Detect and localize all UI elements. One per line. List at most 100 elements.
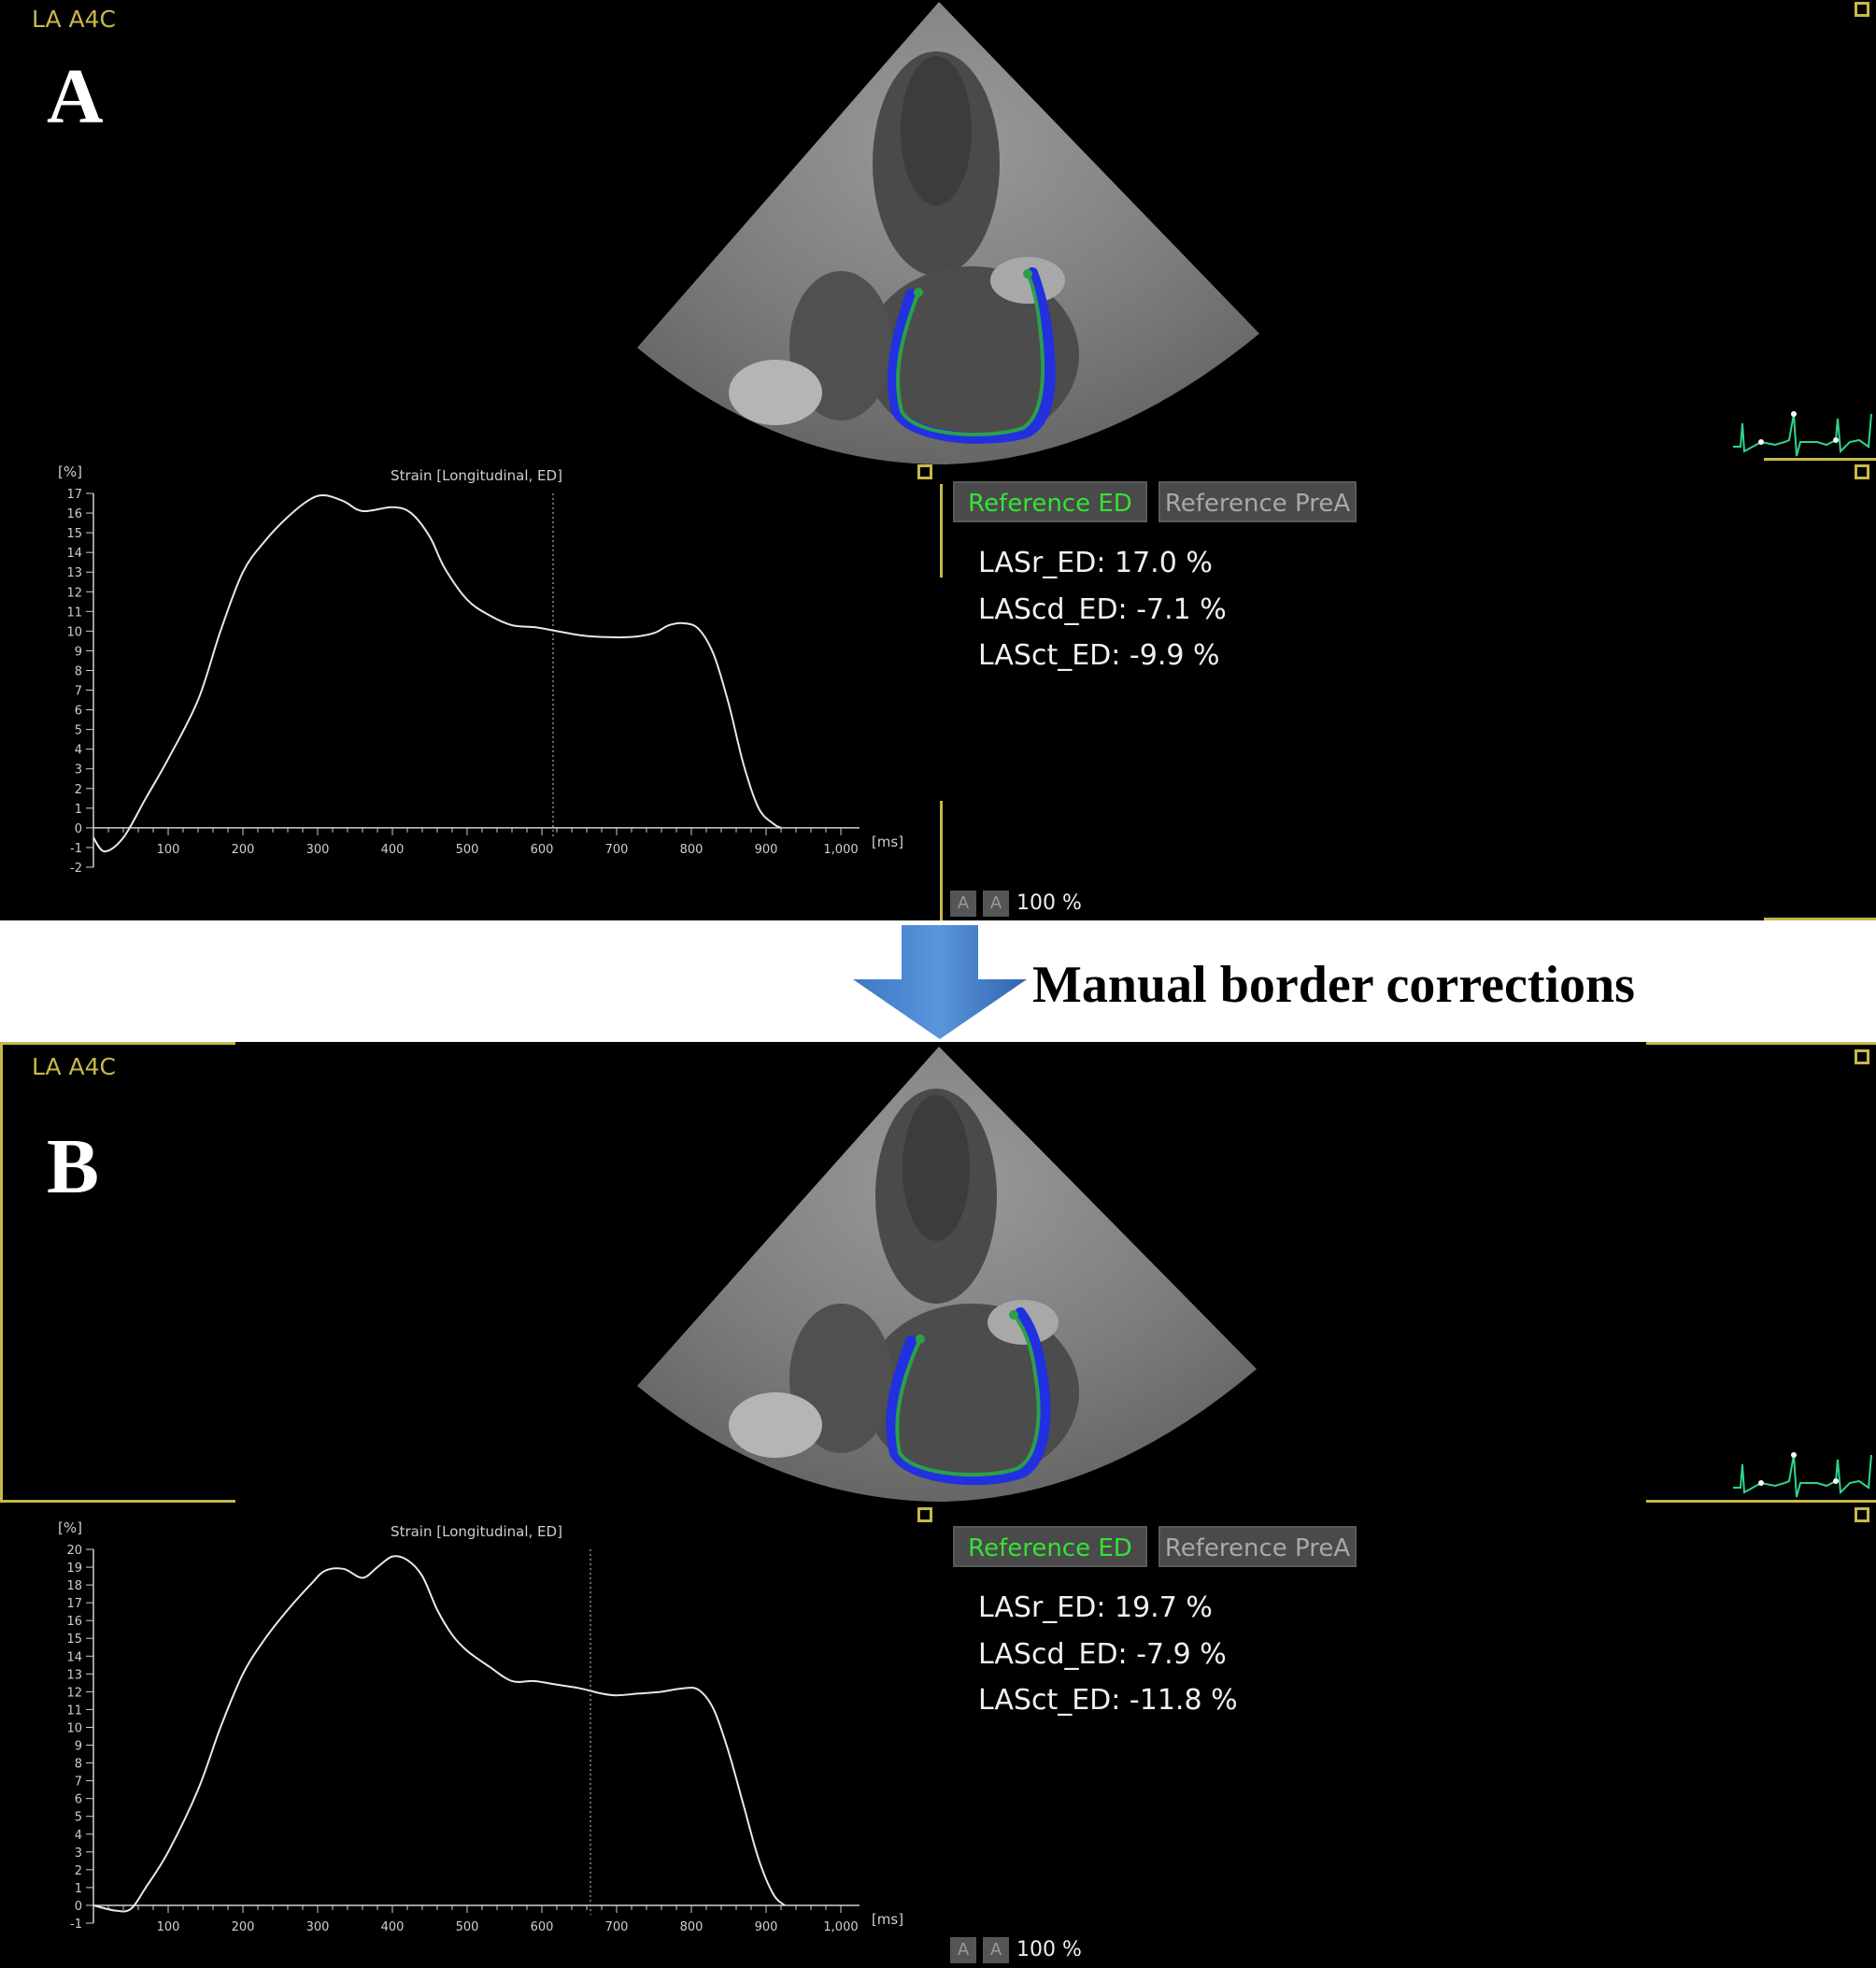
lasr-value: LASr_ED: 19.7 %: [978, 1591, 1213, 1624]
myocardium-tracking: [888, 267, 1056, 444]
corner-square[interactable]: [1855, 1049, 1869, 1064]
x-tick-label: 800: [680, 1920, 704, 1934]
reference-ed-button[interactable]: Reference ED: [953, 481, 1147, 522]
echo-image: [637, 1047, 1257, 1502]
frame-line: [940, 801, 943, 920]
chart-title: Strain [Longitudinal, ED]: [391, 467, 562, 484]
y-tick-label: 20: [66, 1544, 82, 1558]
zoom-out-button[interactable]: A: [950, 891, 976, 917]
view-label: LA A4C: [32, 6, 117, 33]
x-tick-label: 800: [680, 843, 704, 857]
reference-prea-button[interactable]: Reference PreA: [1158, 1526, 1357, 1567]
x-axis-label: [ms]: [872, 1911, 903, 1928]
ecg-trace: [1733, 411, 1872, 457]
corner-square[interactable]: [1855, 2, 1869, 17]
reference-ed-button[interactable]: Reference ED: [953, 1526, 1147, 1567]
y-tick-label: 7: [75, 685, 82, 699]
transition-label: Manual border corrections: [1032, 956, 1635, 1014]
y-tick-label: -1: [70, 1918, 82, 1932]
y-tick-label: 12: [66, 1686, 82, 1700]
x-tick-label: 500: [456, 1920, 479, 1934]
zoom-in-button[interactable]: A: [983, 891, 1009, 917]
y-tick-label: 3: [75, 763, 82, 777]
y-tick-label: 8: [75, 1758, 82, 1772]
corner-square[interactable]: [917, 464, 932, 479]
y-tick-label: 5: [75, 724, 82, 738]
x-tick-label: 900: [755, 843, 778, 857]
x-tick-label: 700: [605, 1920, 629, 1934]
frame-line: [1764, 918, 1876, 920]
y-tick-label: 1: [75, 803, 82, 817]
ecg-trace: [1733, 1452, 1872, 1498]
lasct-value: LASct_ED: -9.9 %: [978, 639, 1220, 672]
y-tick-label: 7: [75, 1775, 82, 1790]
y-tick-label: 6: [75, 705, 82, 719]
myocardium-tracking: [886, 1307, 1051, 1486]
zoom-level: 100 %: [1016, 891, 1082, 915]
lasct-value: LASct_ED: -11.8 %: [978, 1684, 1238, 1717]
x-tick-label: 200: [232, 1920, 255, 1934]
y-tick-label: -1: [70, 842, 82, 856]
frame-line: [0, 1500, 235, 1503]
corner-square[interactable]: [917, 1507, 932, 1522]
left-atrium: [864, 266, 1079, 444]
y-tick-label: 1: [75, 1882, 82, 1896]
y-tick-label: 13: [66, 1668, 82, 1682]
y-tick-label: 18: [66, 1579, 82, 1593]
zoom-out-button[interactable]: A: [950, 1937, 976, 1963]
y-tick-label: 4: [75, 1829, 82, 1843]
frame-line: [1646, 1042, 1876, 1045]
y-tick-label: 12: [66, 586, 82, 600]
frame-line: [940, 484, 943, 578]
strain-chart: Strain [Longitudinal, ED][%][ms]17161514…: [58, 463, 903, 876]
y-tick-label: 9: [75, 645, 82, 659]
y-tick-label: 17: [66, 488, 82, 502]
panel-letter: A: [47, 53, 104, 140]
x-tick-label: 600: [531, 843, 554, 857]
x-tick-label: 500: [456, 843, 479, 857]
zoom-in-button[interactable]: A: [983, 1937, 1009, 1963]
strain-chart: Strain [Longitudinal, ED][%][ms]20191817…: [58, 1519, 903, 1934]
lascd-value: LAScd_ED: -7.1 %: [978, 593, 1227, 626]
y-tick-label: 3: [75, 1847, 82, 1861]
y-tick-label: 13: [66, 566, 82, 580]
y-tick-label: 5: [75, 1811, 82, 1825]
reference-prea-button[interactable]: Reference PreA: [1158, 481, 1357, 522]
down-arrow-icon: [853, 925, 1027, 1039]
corner-square[interactable]: [1855, 1507, 1869, 1522]
x-tick-label: 900: [755, 1920, 778, 1934]
panel-b: LA A4C B Strain [Longitudinal, ED] [%] [ms…: [0, 1042, 1876, 1968]
y-tick-label: 4: [75, 744, 82, 758]
x-tick-label: 300: [306, 1920, 330, 1934]
corner-square[interactable]: [1855, 464, 1869, 479]
y-tick-label: 0: [75, 822, 82, 836]
y-tick-label: 0: [75, 1900, 82, 1914]
x-axis-label: [ms]: [872, 834, 903, 850]
frame-line: [0, 1042, 235, 1045]
y-tick-label: 6: [75, 1793, 82, 1807]
y-axis-label: [%]: [58, 463, 82, 480]
endocardial-border: [895, 1313, 1041, 1476]
x-tick-label: 400: [381, 843, 405, 857]
frame-line: [0, 1042, 3, 1502]
x-tick-label: 600: [531, 1920, 554, 1934]
x-tick-label: 700: [605, 843, 629, 857]
y-tick-label: 16: [66, 507, 82, 521]
lasr-value: LASr_ED: 17.0 %: [978, 547, 1213, 579]
frame-line: [1646, 1500, 1876, 1503]
view-label: LA A4C: [32, 1053, 117, 1080]
zoom-level: 100 %: [1016, 1938, 1082, 1961]
y-tick-label: 2: [75, 1864, 82, 1878]
echo-image: [637, 2, 1259, 464]
chart-title: Strain [Longitudinal, ED]: [391, 1523, 562, 1540]
x-tick-label: 100: [157, 1920, 180, 1934]
y-tick-label: -2: [70, 862, 82, 876]
y-tick-label: 10: [66, 1721, 82, 1735]
x-tick-label: 1,000: [823, 1920, 858, 1934]
x-tick-label: 300: [306, 843, 330, 857]
panel-letter: B: [47, 1123, 100, 1210]
y-tick-label: 19: [66, 1562, 82, 1576]
endocardial-border: [896, 273, 1045, 436]
y-tick-label: 15: [66, 527, 82, 541]
x-tick-label: 100: [157, 843, 180, 857]
